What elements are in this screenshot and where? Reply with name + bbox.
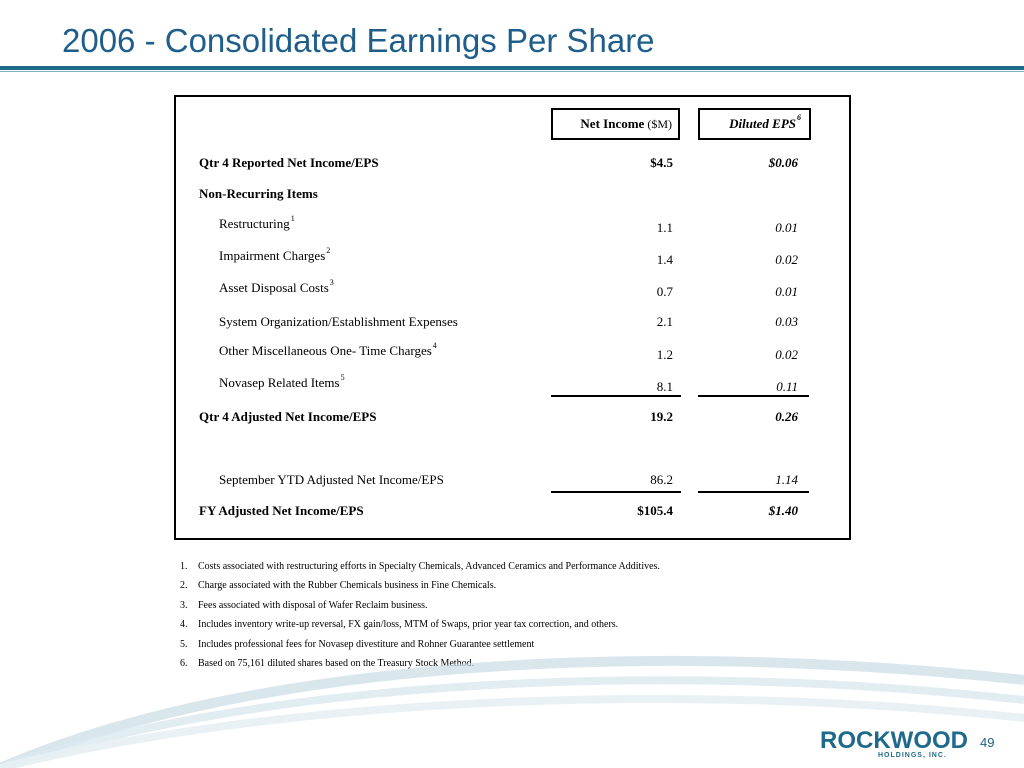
diluted-eps-header-label: Diluted EPS — [729, 116, 796, 131]
row-label: Qtr 4 Reported Net Income/EPS — [199, 155, 379, 170]
row-net-income: 8.1 — [656, 379, 673, 394]
footnote-marker: 2 — [326, 246, 331, 255]
subtotal-rule-eps — [698, 395, 809, 397]
footnote-marker: 4 — [432, 341, 437, 350]
table-row-q4-reported: Qtr 4 Reported Net Income/EPS $4.5 $0.06 — [176, 155, 849, 175]
row-eps: 0.26 — [775, 409, 798, 424]
table-row-impairment: Impairment Charges2 1.4 0.02 — [176, 246, 849, 268]
row-net-income: 2.1 — [656, 314, 673, 329]
row-eps: 0.11 — [776, 379, 798, 394]
diluted-eps-footnote-marker: 6 — [797, 112, 801, 122]
footnote-marker: 3 — [329, 278, 334, 287]
rockwood-logo-subtitle: HOLDINGS, INC. — [878, 752, 947, 759]
row-eps: 0.02 — [775, 252, 798, 267]
row-eps: 0.01 — [775, 220, 798, 235]
row-net-income: 86.2 — [650, 472, 673, 487]
total-rule-net-income — [551, 491, 681, 493]
table-row-asset-disposal: Asset Disposal Costs3 0.7 0.01 — [176, 278, 849, 300]
footnote-marker: 5 — [340, 373, 345, 382]
row-label: Novasep Related Items5 — [219, 373, 345, 390]
table-row-other-misc: Other Miscellaneous One- Time Charges4 1… — [176, 341, 849, 363]
row-label: September YTD Adjusted Net Income/EPS — [219, 472, 444, 487]
row-eps: 0.02 — [775, 347, 798, 362]
row-label: Qtr 4 Adjusted Net Income/EPS — [199, 409, 377, 424]
row-net-income: $105.4 — [637, 503, 673, 518]
row-net-income: 1.4 — [656, 252, 673, 267]
decorative-swoosh — [0, 655, 1024, 768]
row-eps: $0.06 — [768, 155, 798, 170]
row-net-income: 1.2 — [656, 347, 673, 362]
row-eps: 0.01 — [775, 284, 798, 299]
row-eps: $1.40 — [768, 503, 798, 518]
table-row-fy-adjusted: FY Adjusted Net Income/EPS $105.4 $1.40 — [176, 503, 849, 523]
rockwood-logo: ROCKWOOD — [820, 727, 968, 754]
row-label: Impairment Charges2 — [219, 246, 331, 263]
row-label: Non-Recurring Items — [199, 186, 318, 201]
net-income-header-label: Net Income — [580, 116, 645, 131]
row-net-income: $4.5 — [650, 155, 673, 170]
table-row-q4-adjusted: Qtr 4 Adjusted Net Income/EPS 19.2 0.26 — [176, 409, 849, 429]
table-row-novasep: Novasep Related Items5 8.1 0.11 — [176, 373, 849, 395]
table-row-restructuring: Restructuring1 1.1 0.01 — [176, 214, 849, 236]
row-label: Other Miscellaneous One- Time Charges4 — [219, 341, 437, 358]
footnote-marker: 1 — [290, 214, 295, 223]
table-row-system-organization: System Organization/Establishment Expens… — [176, 314, 849, 334]
row-net-income: 1.1 — [656, 220, 673, 235]
diluted-eps-header: Diluted EPS 6 — [698, 108, 811, 140]
row-net-income: 19.2 — [650, 409, 673, 424]
net-income-header: Net Income ($M) — [551, 108, 680, 140]
earnings-table: Net Income ($M) Diluted EPS 6 Qtr 4 Repo… — [174, 95, 851, 540]
row-net-income: 0.7 — [656, 284, 673, 299]
title-underline-thin — [0, 71, 1024, 72]
title-underline — [0, 66, 1024, 70]
page-number: 49 — [980, 735, 995, 750]
row-eps: 0.03 — [775, 314, 798, 329]
row-label: Asset Disposal Costs3 — [219, 278, 334, 295]
net-income-header-unit: ($M) — [647, 116, 672, 131]
table-row-non-recurring-heading: Non-Recurring Items — [176, 186, 849, 206]
row-label: FY Adjusted Net Income/EPS — [199, 503, 364, 518]
row-label: System Organization/Establishment Expens… — [219, 314, 458, 329]
subtotal-rule-net-income — [551, 395, 681, 397]
row-label: Restructuring1 — [219, 214, 295, 231]
slide-title: 2006 - Consolidated Earnings Per Share — [62, 22, 655, 59]
row-eps: 1.14 — [775, 472, 798, 487]
total-rule-eps — [698, 491, 809, 493]
table-row-september-ytd: September YTD Adjusted Net Income/EPS 86… — [176, 472, 849, 492]
